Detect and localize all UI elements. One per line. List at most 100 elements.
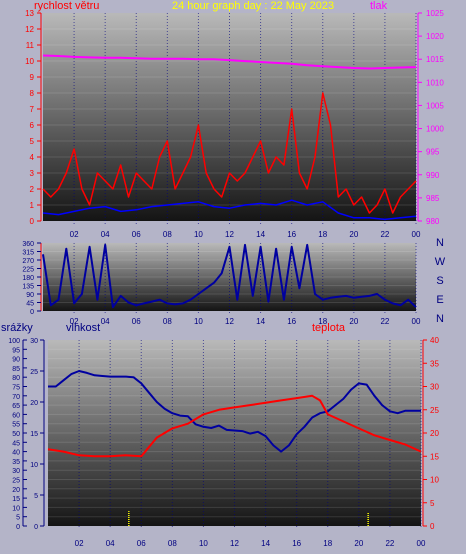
temperature-tick-label: 35 xyxy=(430,359,439,368)
wind-direction-x-tick-label: 22 xyxy=(380,317,389,326)
wind-pressure-x-tick-label: 18 xyxy=(318,230,327,239)
wind-pressure-x-tick-label: 16 xyxy=(287,230,296,239)
wind-direction-x-tick-label: 12 xyxy=(225,317,234,326)
wind-speed-tick-label: 13 xyxy=(25,9,34,18)
humidity-tick-label: 10 xyxy=(30,462,38,469)
rain-humidity-temp-x-tick-label: 20 xyxy=(354,539,363,548)
wind-direction-tick-label: 270 xyxy=(22,258,34,265)
temperature-tick-label: 5 xyxy=(430,499,435,508)
rain-tick-label: 15 xyxy=(12,496,20,503)
wind-speed-tick-label: 11 xyxy=(26,41,35,50)
wind-direction-tick-label: 90 xyxy=(26,292,34,299)
rain-tick-label: 30 xyxy=(12,468,20,475)
pressure-tick-label: 1005 xyxy=(426,101,444,110)
rain-humidity-temp-x-tick-label: 12 xyxy=(230,539,239,548)
wind-direction-tick-label: 0 xyxy=(30,309,34,316)
humidity-tick-label: 25 xyxy=(30,369,38,376)
rain-tick-label: 65 xyxy=(12,403,20,410)
wind-pressure-x-tick-label: 12 xyxy=(225,230,234,239)
wind-direction-x-tick-label: 00 xyxy=(412,317,421,326)
rain-humidity-temp-x-tick-label: 04 xyxy=(106,539,115,548)
rain-tick-label: 95 xyxy=(12,347,20,354)
wind-speed-tick-label: 6 xyxy=(30,121,35,130)
pressure-tick-label: 990 xyxy=(426,171,440,180)
rain-tick-label: 50 xyxy=(12,431,20,438)
wind-speed-tick-label: 2 xyxy=(30,185,35,194)
wind-speed-tick-label: 5 xyxy=(30,137,35,146)
pressure-tick-label: 1000 xyxy=(426,125,444,134)
compass-label: N xyxy=(436,313,444,325)
compass-label: S xyxy=(436,275,443,287)
rain-axis: 0 5 10 15 20 25 30 35 40 45 50 55 60 65 70 75 80 85 90 95 10… xyxy=(8,338,27,531)
wind-pressure-x-tick-label: 14 xyxy=(256,230,265,239)
rain-tick-label: 85 xyxy=(12,366,20,373)
wind-direction-tick-label: 315 xyxy=(22,250,34,257)
temperature-tick-label: 40 xyxy=(430,336,439,345)
chart-title: 24 hour graph day : 22 May 2023 xyxy=(172,0,334,12)
humidity-tick-label: 15 xyxy=(30,431,38,438)
temperature-tick-label: 30 xyxy=(430,383,439,392)
temperature-tick-label: 15 xyxy=(430,452,439,461)
wind-pressure-plot-area xyxy=(43,13,416,221)
wind-speed-tick-label: 1 xyxy=(30,201,35,210)
humidity-axis-label: vlhkost xyxy=(66,322,100,334)
pressure-line xyxy=(42,54,417,70)
humidity-axis: 0 5 10 15 20 25 30 xyxy=(30,338,45,531)
wind-direction-tick-label: 360 xyxy=(22,241,34,248)
temperature-tick-label: 20 xyxy=(430,429,439,438)
wind-direction-tick-label: 225 xyxy=(22,267,34,274)
temperature-tick-label: 10 xyxy=(430,476,439,485)
rain-humidity-temp-x-tick-label: 22 xyxy=(385,539,394,548)
wind-direction-x-tick-label: 02 xyxy=(70,317,79,326)
temperature-tick-label: 0 xyxy=(430,522,435,531)
wind-pressure-x-tick-label: 20 xyxy=(349,230,358,239)
rain-humidity-temp-series xyxy=(47,370,422,526)
rain-humidity-temp-x-tick-label: 10 xyxy=(199,539,208,548)
temperature-axis: 0 5 10 15 20 25 30 35 40 xyxy=(422,336,439,531)
wind-pressure-series xyxy=(42,54,417,221)
wind-pressure-x-tick-label: 06 xyxy=(132,230,141,239)
rain-humidity-temp-x-tick-label: 08 xyxy=(168,539,177,548)
rain-tick-label: 10 xyxy=(12,505,20,512)
rain-tick-label: 80 xyxy=(12,375,20,382)
pressure-tick-label: 1010 xyxy=(426,78,444,87)
wind-speed-tick-label: 4 xyxy=(30,153,35,162)
wind-direction-x-tick-label: 04 xyxy=(101,317,110,326)
wind-speed-tick-label: 12 xyxy=(25,25,34,34)
wind-direction-x-tick-label: 14 xyxy=(256,317,265,326)
wind-pressure-x-tick-label: 04 xyxy=(101,230,110,239)
pressure-axis: 980 985 990 995 1000 1005 1010 1015 1020 1025 xyxy=(417,9,444,226)
wind-direction-x-tick-label: 08 xyxy=(163,317,172,326)
rain-humidity-temp-x-tick-label: 16 xyxy=(292,539,301,548)
wind-speed-tick-label: 9 xyxy=(30,73,35,82)
rain-tick-label: 60 xyxy=(12,412,20,419)
wind_avg-line xyxy=(42,199,417,221)
pressure-axis-label: tlak xyxy=(370,0,388,12)
pressure-tick-label: 980 xyxy=(426,217,440,226)
wind-direction-tick-label: 45 xyxy=(26,301,34,308)
pressure-tick-label: 985 xyxy=(426,194,440,203)
humidity-tick-label: 0 xyxy=(34,524,38,531)
wind-speed-tick-label: 0 xyxy=(30,217,35,226)
wind-pressure-x-tick-label: 08 xyxy=(163,230,172,239)
wind-speed-tick-label: 3 xyxy=(30,169,35,178)
rain-tick-label: 55 xyxy=(12,422,20,429)
rain-tick-label: 75 xyxy=(12,385,20,392)
wind-speed-tick-label: 10 xyxy=(25,57,34,66)
direction-line xyxy=(42,243,417,309)
compass-label: N xyxy=(436,237,444,249)
pressure-tick-label: 1025 xyxy=(426,9,444,18)
wind-direction-x-tick-label: 10 xyxy=(194,317,203,326)
pressure-tick-label: 995 xyxy=(426,148,440,157)
wind-pressure-x-axis: 02 04 06 08 10 12 14 16 18 20 22 00 xyxy=(70,13,421,239)
rain-tick-label: 40 xyxy=(12,450,20,457)
wind-direction-x-tick-label: 06 xyxy=(132,317,141,326)
temperature-line xyxy=(47,394,422,458)
humidity-tick-label: 20 xyxy=(30,400,38,407)
wind-speed-tick-label: 8 xyxy=(30,89,35,98)
wind-direction-tick-label: 180 xyxy=(22,275,34,282)
